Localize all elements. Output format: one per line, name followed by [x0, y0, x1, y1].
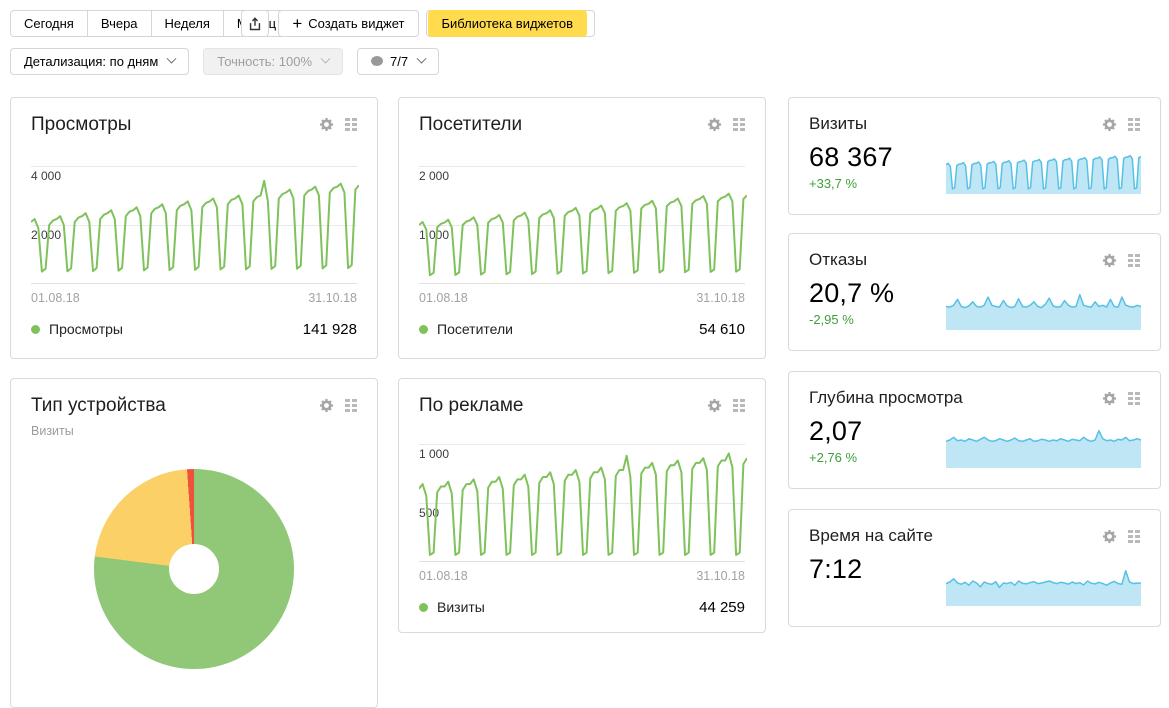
- widget-by-ads: По рекламе 1 000 500 01.08.18 31.10.18 В…: [398, 378, 766, 633]
- kpi-value: 2,07: [809, 415, 863, 446]
- chevron-down-icon: [166, 53, 177, 64]
- widget-title: Визиты: [809, 114, 868, 133]
- x-axis-end: 31.10.18: [308, 290, 357, 305]
- visitors-line-chart: 2 000 1 000: [419, 165, 747, 284]
- legend-row: Просмотры 141 928: [31, 321, 357, 338]
- kpi-delta: +33,7 %: [809, 175, 858, 191]
- gear-icon[interactable]: [707, 398, 722, 413]
- period-week[interactable]: Неделя: [150, 10, 224, 37]
- widget-title: Посетители: [419, 114, 523, 135]
- create-widget-button[interactable]: + Создать виджет: [278, 10, 419, 37]
- widget-title: Глубина просмотра: [809, 388, 963, 407]
- pie-hole: [169, 544, 219, 594]
- gear-icon[interactable]: [1102, 391, 1117, 406]
- drag-handle-icon[interactable]: [733, 399, 745, 412]
- period-yesterday[interactable]: Вчера: [86, 10, 152, 37]
- y-axis-tick: 500: [419, 505, 440, 520]
- create-widget-label: Создать виджет: [308, 16, 405, 31]
- drag-handle-icon[interactable]: [1128, 530, 1140, 543]
- export-button[interactable]: [241, 10, 270, 37]
- widget-title: По рекламе: [419, 395, 524, 416]
- widget-device-type: Тип устройства Визиты: [10, 378, 378, 708]
- kpi-delta: -2,95 %: [809, 311, 854, 327]
- legend-dot-icon: [31, 324, 40, 334]
- legend-label: Визиты: [437, 599, 485, 616]
- x-axis-end: 31.10.18: [696, 568, 745, 583]
- bounces-sparkline: [946, 293, 1141, 330]
- y-axis-tick: 4 000: [31, 168, 62, 183]
- widget-visitors: Посетители 2 000 1 000 01.08.18 31.10.18…: [398, 97, 766, 359]
- gear-icon[interactable]: [319, 398, 334, 413]
- views-line-chart: 4 000 2 000: [31, 165, 359, 284]
- time-on-site-sparkline: [946, 570, 1141, 606]
- accuracy-dropdown[interactable]: Точность: 100%: [203, 48, 344, 75]
- gear-icon[interactable]: [1102, 117, 1117, 132]
- widget-title: Просмотры: [31, 114, 132, 135]
- export-icon: [250, 16, 261, 30]
- toolbar-row-2: Детализация: по дням Точность: 100% 7/7: [10, 48, 440, 75]
- period-today[interactable]: Сегодня: [10, 10, 88, 37]
- drag-handle-icon[interactable]: [345, 399, 357, 412]
- kpi-value: 68 367: [809, 141, 893, 172]
- legend-total: 54 610: [699, 320, 745, 338]
- visits-sparkline: [946, 154, 1141, 194]
- widget-title: Тип устройства: [31, 395, 166, 416]
- gear-icon[interactable]: [1102, 253, 1117, 268]
- widget-time-on-site-kpi: Время на сайте 7:12: [788, 509, 1161, 627]
- kpi-value: 20,7 %: [809, 277, 895, 308]
- widget-views: Просмотры 4 000 2 000 01.08.18 31.10.18 …: [10, 97, 378, 359]
- by-ads-line-chart: 1 000 500: [419, 443, 747, 562]
- y-axis-tick: 2 000: [419, 168, 450, 183]
- chevron-down-icon: [320, 53, 331, 64]
- gear-icon[interactable]: [319, 117, 334, 132]
- device-type-pie-chart: [94, 469, 294, 669]
- legend-dot-icon: [419, 602, 428, 612]
- legend-label: Посетители: [437, 321, 513, 338]
- kpi-delta: +2,76 %: [809, 449, 858, 465]
- legend-total: 141 928: [302, 320, 357, 338]
- widget-metric-label: Визиты: [31, 423, 74, 438]
- comments-count: 7/7: [390, 54, 409, 69]
- y-axis-tick: 1 000: [419, 446, 450, 461]
- widget-depth-kpi: Глубина просмотра 2,07 +2,76 %: [788, 371, 1161, 489]
- comment-icon: [371, 56, 384, 67]
- toolbar-actions: + Создать виджет Библиотека виджетов: [241, 10, 587, 37]
- widget-visits-kpi: Визиты 68 367 +33,7 %: [788, 97, 1161, 215]
- drag-handle-icon[interactable]: [1128, 118, 1140, 131]
- gear-icon[interactable]: [707, 117, 722, 132]
- plus-icon: +: [292, 14, 303, 33]
- legend-total: 44 259: [699, 598, 745, 616]
- chevron-down-icon: [416, 53, 427, 64]
- x-axis-start: 01.08.18: [419, 290, 468, 305]
- detalization-label: Детализация: по дням: [24, 54, 159, 69]
- comments-dropdown[interactable]: 7/7: [357, 48, 440, 75]
- kpi-value: 7:12: [809, 553, 863, 584]
- legend-row: Визиты 44 259: [419, 599, 745, 616]
- x-axis-end: 31.10.18: [696, 290, 745, 305]
- drag-handle-icon[interactable]: [1128, 254, 1140, 267]
- drag-handle-icon[interactable]: [733, 118, 745, 131]
- legend-dot-icon: [419, 324, 428, 334]
- accuracy-label: Точность: 100%: [217, 54, 313, 69]
- drag-handle-icon[interactable]: [1128, 392, 1140, 405]
- legend-row: Посетители 54 610: [419, 321, 745, 338]
- widget-bounces-kpi: Отказы 20,7 % -2,95 %: [788, 233, 1161, 351]
- drag-handle-icon[interactable]: [345, 118, 357, 131]
- x-axis-start: 01.08.18: [31, 290, 80, 305]
- widget-title: Время на сайте: [809, 526, 933, 545]
- toolbar-row-1: Сегодня Вчера Неделя Месяц Квартал Год 1…: [10, 10, 595, 37]
- gear-icon[interactable]: [1102, 529, 1117, 544]
- detalization-dropdown[interactable]: Детализация: по дням: [10, 48, 190, 75]
- depth-sparkline: [946, 429, 1141, 468]
- legend-label: Просмотры: [49, 321, 123, 338]
- x-axis-start: 01.08.18: [419, 568, 468, 583]
- widget-library-button[interactable]: Библиотека виджетов: [427, 10, 587, 37]
- widget-title: Отказы: [809, 250, 868, 269]
